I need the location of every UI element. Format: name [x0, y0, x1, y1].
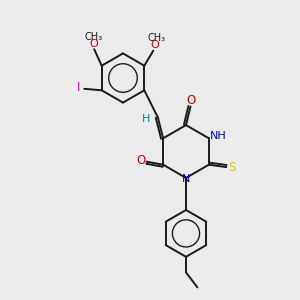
Text: H: H [142, 114, 151, 124]
Text: N: N [182, 174, 190, 184]
Text: NH: NH [210, 131, 227, 141]
Text: CH₃: CH₃ [147, 33, 165, 43]
Text: CH₃: CH₃ [84, 32, 102, 42]
Text: I: I [77, 81, 81, 94]
Text: S: S [229, 161, 236, 174]
Text: O: O [136, 154, 145, 167]
Text: O: O [89, 39, 98, 49]
Text: O: O [150, 40, 159, 50]
Text: O: O [186, 94, 195, 107]
